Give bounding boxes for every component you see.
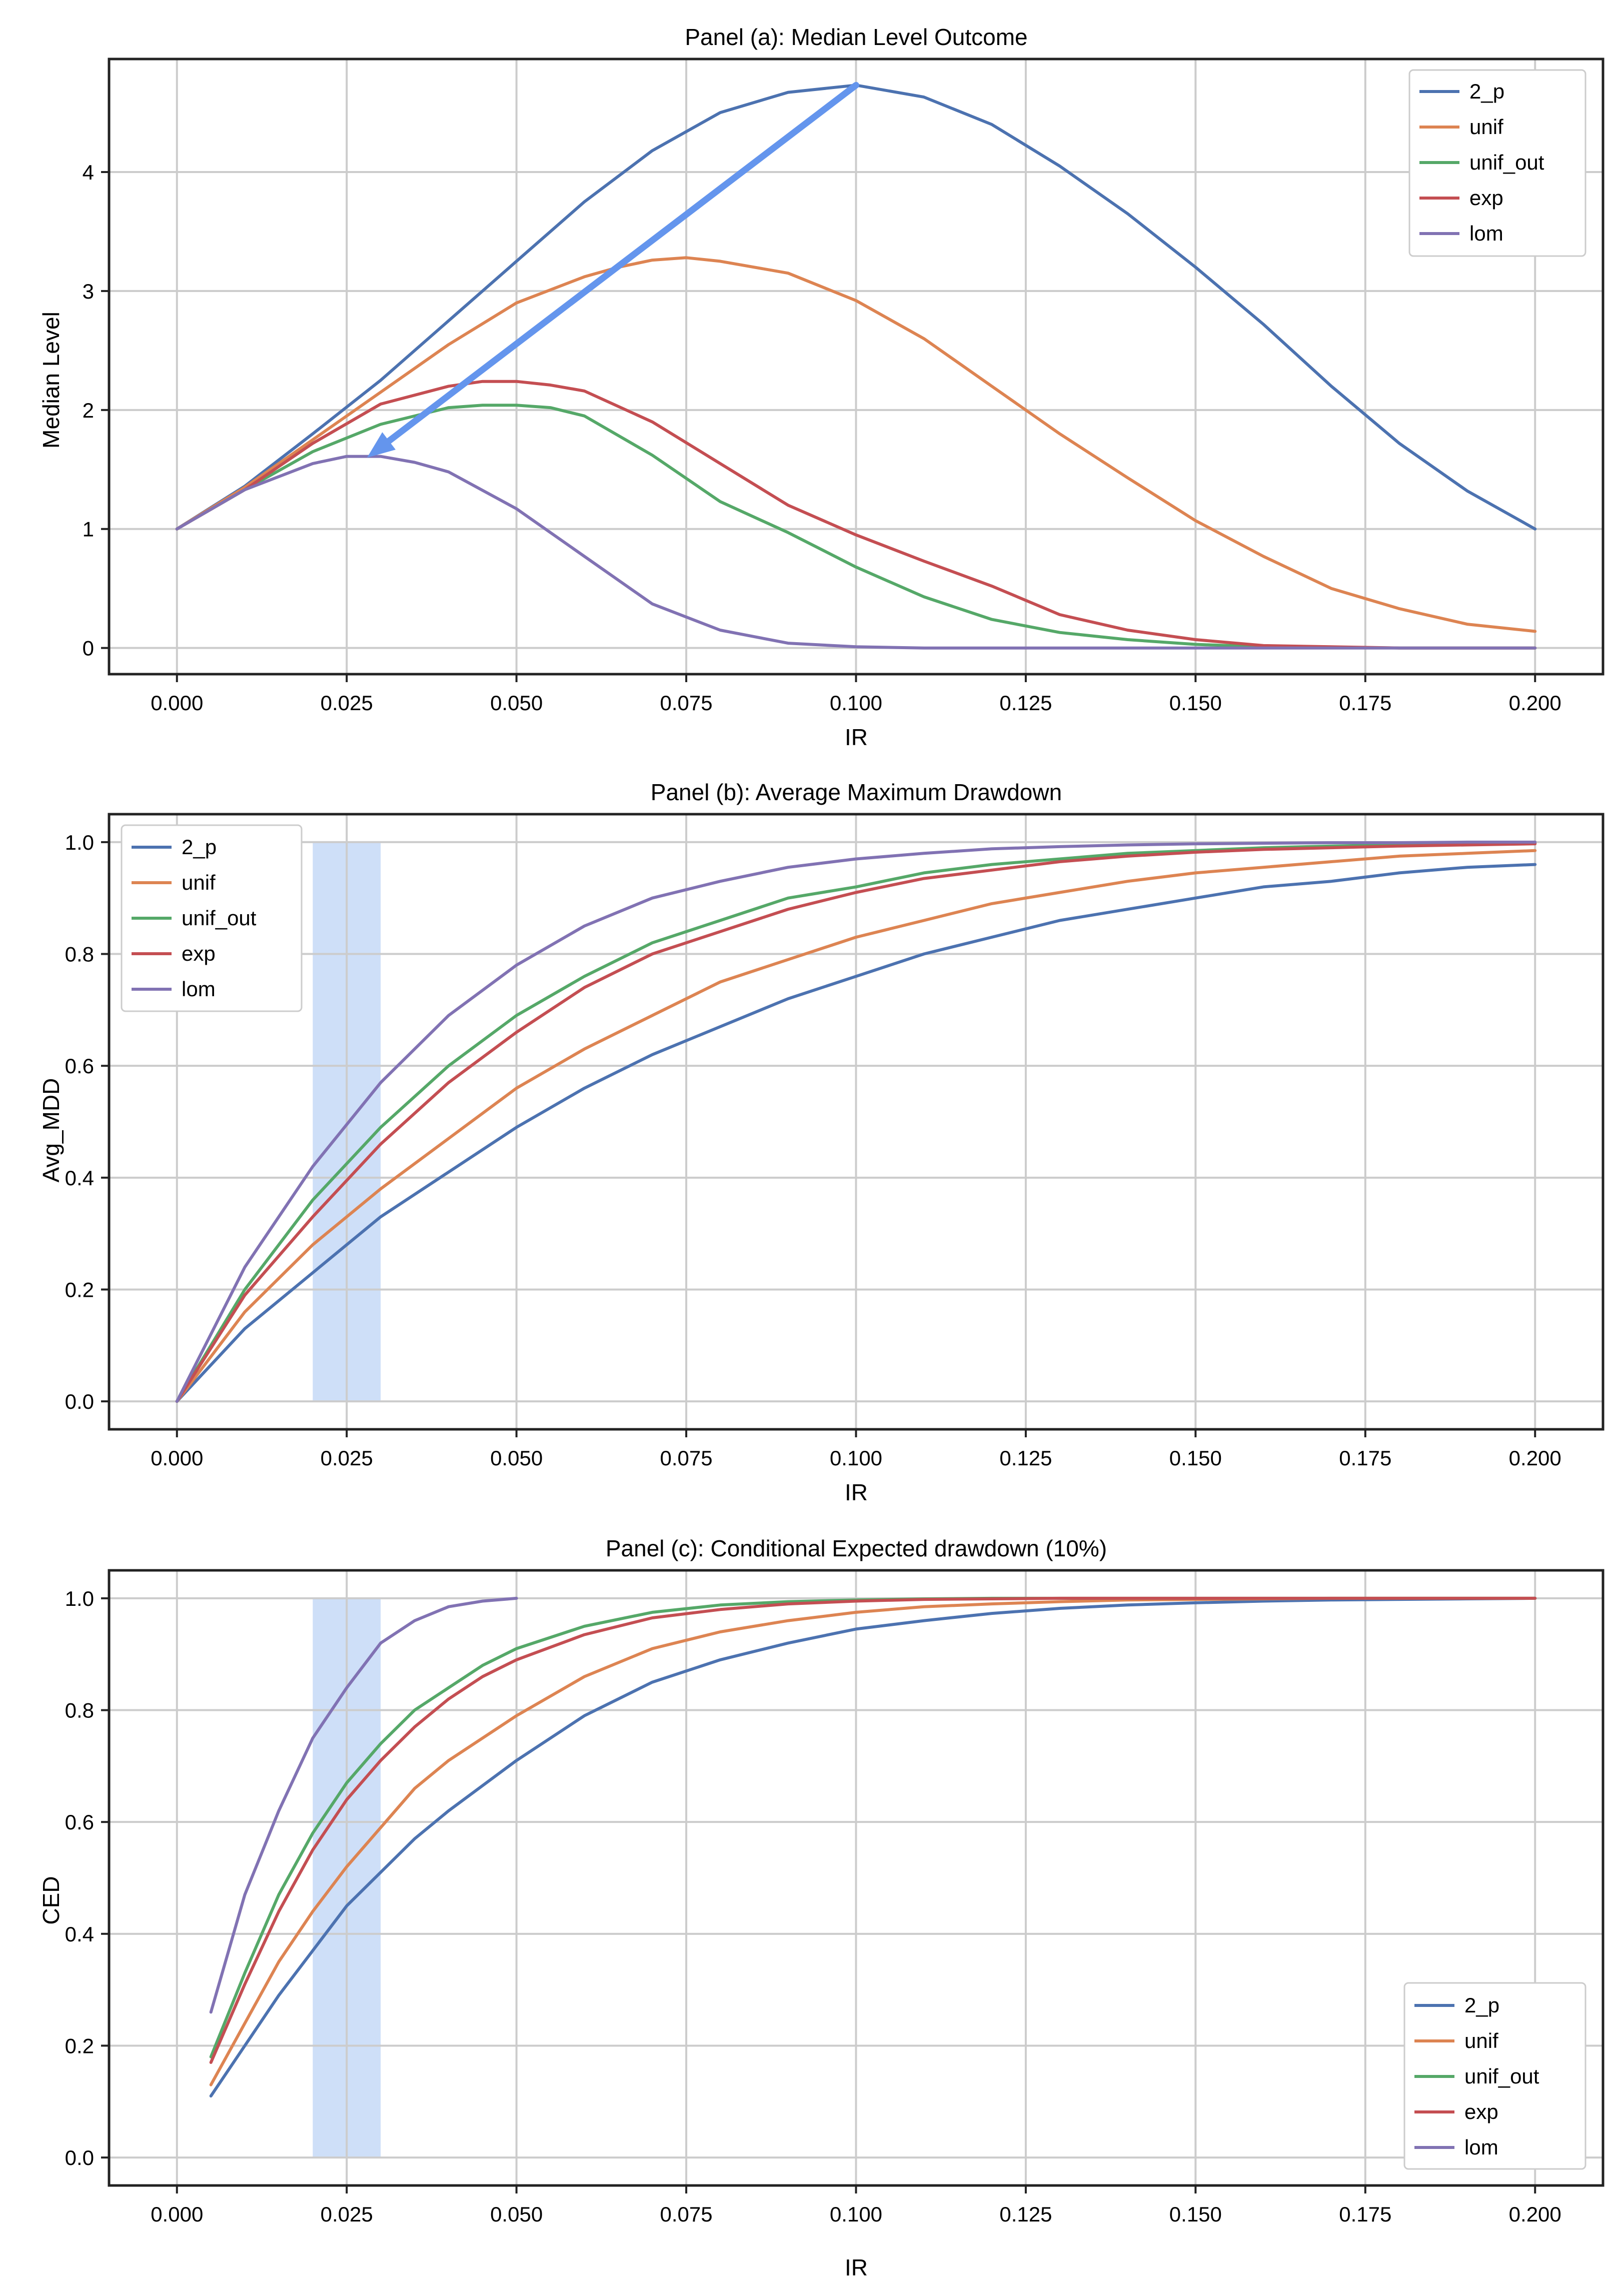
x-tick-label: 0.125 [999, 1446, 1052, 1470]
x-tick-label: 0.025 [321, 1446, 373, 1470]
legend: 2_p unif unif_out exp lom [1408, 69, 1586, 257]
plot-area: 0.000 0.025 0.050 0.075 0.100 0.125 0.150 0.175… [83, 58, 1604, 715]
series-line-2_p [175, 863, 1537, 1403]
legend-label-lom: lom [182, 977, 216, 1001]
series-line-lom [209, 1596, 518, 2014]
x-tick-label: 0.000 [151, 2202, 203, 2226]
series-line-2_p [209, 1596, 1537, 2098]
y-tick-label: 4 [83, 161, 94, 184]
x-tick-label: 0.200 [1509, 2202, 1561, 2226]
y-axis-label: Median Level [38, 312, 64, 449]
series-line-lom [175, 840, 1537, 1403]
legend-label-2_p: 2_p [182, 835, 217, 859]
series-line-unif [175, 849, 1537, 1403]
x-tick-label: 0.100 [830, 2202, 882, 2226]
series-line-unif_out [175, 404, 1537, 650]
x-tick-label: 0.050 [490, 1446, 543, 1470]
y-axis-label: CED [38, 1876, 64, 1924]
series-line-unif [175, 256, 1537, 633]
x-tick-label: 0.075 [660, 691, 713, 715]
x-tick-label: 0.100 [830, 691, 882, 715]
y-tick-label: 1 [83, 518, 94, 541]
annotation-arrow-head [367, 432, 396, 458]
x-tick-label: 0.200 [1509, 691, 1561, 715]
y-axis-label: Avg_MDD [38, 1078, 64, 1183]
x-tick-label: 0.050 [490, 2202, 543, 2226]
series-line-exp [175, 380, 1537, 650]
series-line-exp [175, 842, 1537, 1403]
legend-label-unif_out: unif_out [1469, 151, 1544, 174]
y-tick-label: 0.2 [65, 1278, 94, 1301]
x-axis-label: IR [845, 2254, 868, 2280]
legend-label-exp: exp [1469, 186, 1503, 210]
annotation-arrow-shaft [386, 82, 859, 445]
y-tick-label: 0.0 [65, 1390, 94, 1413]
legend: 2_p unif unif_out exp lom [121, 824, 303, 1012]
legend-label-unif_out: unif_out [1464, 2064, 1539, 2088]
x-tick-label: 0.200 [1509, 1446, 1561, 1470]
x-axis-label: IR [845, 1479, 868, 1505]
legend-label-unif_out: unif_out [182, 906, 257, 930]
y-tick-label: 0 [83, 637, 94, 660]
y-tick-label: 0.2 [65, 2034, 94, 2057]
x-tick-label: 0.150 [1169, 1446, 1222, 1470]
y-tick-label: 0.6 [65, 1054, 94, 1078]
x-tick-label: 0.050 [490, 691, 543, 715]
x-tick-label: 0.125 [999, 2202, 1052, 2226]
y-tick-label: 3 [83, 280, 94, 303]
x-tick-label: 0.000 [151, 1446, 203, 1470]
legend-label-lom: lom [1464, 2135, 1498, 2159]
legend-frame [121, 824, 303, 1012]
x-tick-label: 0.025 [321, 691, 373, 715]
panel-title: Panel (b): Average Maximum Drawdown [651, 779, 1062, 805]
legend-frame [1408, 69, 1586, 257]
legend-label-2_p: 2_p [1469, 80, 1504, 103]
series-line-exp [209, 1596, 1537, 2064]
legend-label-2_p: 2_p [1464, 1993, 1499, 2017]
x-tick-label: 0.025 [321, 2202, 373, 2226]
legend-label-exp: exp [1464, 2100, 1498, 2123]
series-line-unif_out [175, 842, 1537, 1403]
plot-area: 0.000 0.025 0.050 0.075 0.100 0.125 0.150 0.175… [65, 813, 1604, 1470]
x-tick-label: 0.150 [1169, 2202, 1222, 2226]
y-tick-label: 2 [83, 399, 94, 422]
x-tick-label: 0.150 [1169, 691, 1222, 715]
y-tick-label: 1.0 [65, 831, 94, 854]
panel-b: Panel (b): Average Maximum Drawdown IR A… [38, 779, 1604, 1505]
panel-c: Panel (c): Conditional Expected drawdown… [38, 1535, 1604, 2280]
x-tick-label: 0.175 [1339, 691, 1391, 715]
plot-area: 0.000 0.025 0.050 0.075 0.100 0.125 0.150 0.175… [65, 1569, 1604, 2226]
series-line-lom [175, 455, 1537, 650]
legend-label-lom: lom [1469, 222, 1503, 245]
x-tick-label: 0.125 [999, 691, 1052, 715]
legend-label-exp: exp [182, 942, 216, 965]
y-tick-label: 0.4 [65, 1166, 94, 1190]
x-tick-label: 0.100 [830, 1446, 882, 1470]
y-tick-label: 0.8 [65, 1699, 94, 1722]
x-tick-label: 0.175 [1339, 2202, 1391, 2226]
legend-label-unif: unif [1464, 2029, 1498, 2052]
legend-frame [1403, 1982, 1586, 2170]
legend-label-unif: unif [1469, 115, 1503, 139]
panel-title: Panel (c): Conditional Expected drawdown… [606, 1535, 1107, 1561]
x-tick-label: 0.075 [660, 1446, 713, 1470]
x-tick-label: 0.175 [1339, 1446, 1391, 1470]
y-tick-label: 0.6 [65, 1810, 94, 1834]
x-axis-label: IR [845, 724, 868, 750]
panel-title: Panel (a): Median Level Outcome [685, 24, 1027, 50]
x-tick-label: 0.000 [151, 691, 203, 715]
panel-a: Panel (a): Median Level Outcome IR Media… [38, 24, 1604, 750]
y-tick-label: 1.0 [65, 1587, 94, 1610]
y-tick-label: 0.8 [65, 943, 94, 966]
y-tick-label: 0.0 [65, 2146, 94, 2169]
legend-label-unif: unif [182, 871, 216, 894]
legend: 2_p unif unif_out exp lom [1403, 1982, 1586, 2170]
x-tick-label: 0.075 [660, 2202, 713, 2226]
y-tick-label: 0.4 [65, 1922, 94, 1946]
